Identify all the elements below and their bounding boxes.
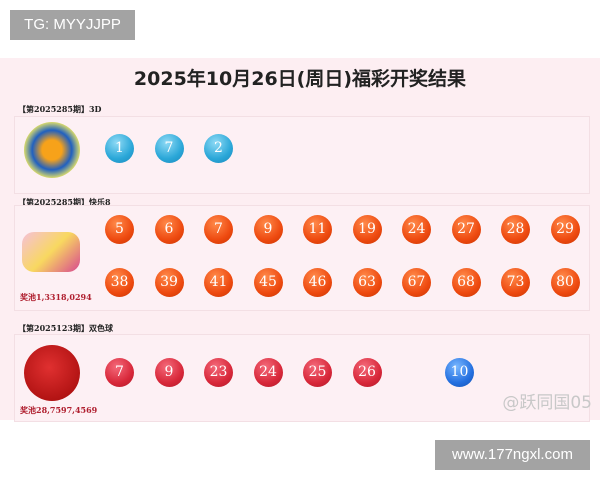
lottery-ball: 23 xyxy=(204,358,233,387)
section-label-ssq: 【第2025123期】双色球 xyxy=(18,323,113,333)
lottery-ball: 28 xyxy=(501,215,530,244)
lottery-ball: 24 xyxy=(253,358,283,387)
lottery-ball: 19 xyxy=(352,215,382,244)
lottery-ball: 6 xyxy=(154,215,184,244)
lottery-ball: 26 xyxy=(352,358,382,387)
section-label-kl8: 【第2025285期】快乐8 xyxy=(18,197,111,207)
lottery-ball: 73 xyxy=(501,268,530,297)
lottery-ball: 67 xyxy=(402,268,431,297)
lottery-ball: 41 xyxy=(204,268,233,297)
lottery-ball: 63 xyxy=(352,268,382,297)
lottery-ball: 38 xyxy=(105,268,134,297)
lottery-ball: 68 xyxy=(451,268,481,297)
lottery-ball: 1 xyxy=(105,134,134,163)
section-ssq xyxy=(14,334,590,422)
section-label-3d: 【第2025285期】3D xyxy=(18,104,102,114)
lottery-ball: 9 xyxy=(154,358,184,387)
ssq-logo xyxy=(24,345,80,401)
watermark: @跃同国05 xyxy=(502,393,592,413)
3d-logo xyxy=(24,122,80,178)
lottery-ball: 7 xyxy=(105,358,134,387)
lottery-ball: 11 xyxy=(303,215,332,244)
lottery-ball: 7 xyxy=(204,215,233,244)
lottery-ball: 2 xyxy=(204,134,233,163)
section-3d xyxy=(14,116,590,194)
lottery-ball: 9 xyxy=(253,215,283,244)
lottery-ball: 24 xyxy=(402,215,431,244)
lottery-ball: 45 xyxy=(253,268,283,297)
lottery-ball: 25 xyxy=(303,358,332,387)
lottery-ball: 80 xyxy=(550,268,580,297)
kl8-logo xyxy=(22,232,80,272)
url-badge: www.177ngxl.com xyxy=(435,440,590,470)
lottery-ball: 39 xyxy=(154,268,184,297)
lottery-ball: 5 xyxy=(105,215,134,244)
lottery-ball: 7 xyxy=(154,134,184,163)
ssq-pool: 奖池28,7597,4569 xyxy=(20,405,98,415)
tg-badge: TG: MYYJJPP xyxy=(10,10,135,40)
lottery-ball: 10 xyxy=(445,358,474,387)
kl8-pool: 奖池1,3318,0294 xyxy=(20,292,92,302)
lottery-ball: 29 xyxy=(550,215,580,244)
lottery-ball: 46 xyxy=(303,268,332,297)
page-title: 2025年10月26日(周日)福彩开奖结果 xyxy=(133,68,467,90)
lottery-ball: 27 xyxy=(451,215,481,244)
